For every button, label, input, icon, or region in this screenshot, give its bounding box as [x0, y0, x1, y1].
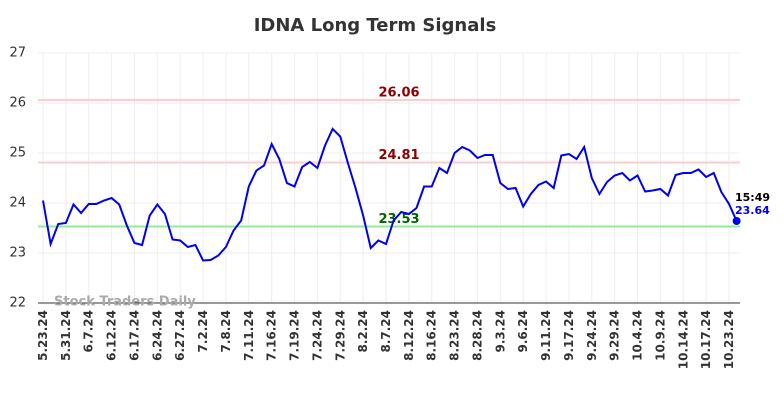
y-tick-label: 27 [9, 46, 26, 61]
x-tick-label: 6.27.24 [173, 310, 187, 361]
x-tick-label: 9.24.24 [585, 310, 599, 361]
signal-label: 23.53 [378, 212, 419, 227]
x-tick-label: 9.6.24 [516, 310, 530, 353]
last-point [732, 217, 741, 225]
x-tick-label: 6.7.24 [82, 310, 96, 353]
x-tick-label: 9.11.24 [539, 310, 553, 361]
x-tick-label: 10.9.24 [653, 310, 667, 361]
x-tick-label: 10.4.24 [631, 310, 645, 361]
y-tick-label: 24 [9, 196, 26, 211]
watermark: Stock Traders Daily [54, 295, 196, 310]
x-tick-label: 10.23.24 [722, 310, 736, 369]
chart-title: IDNA Long Term Signals [254, 15, 497, 36]
x-tick-label: 8.12.24 [402, 310, 416, 361]
x-tick-label: 8.2.24 [356, 310, 370, 353]
x-tick-label: 6.24.24 [150, 310, 164, 361]
x-tick-label: 10.17.24 [699, 310, 713, 369]
x-tick-label: 8.7.24 [379, 310, 393, 353]
x-tick-label: 7.2.24 [196, 310, 210, 353]
x-tick-label: 6.17.24 [127, 310, 141, 361]
x-tick-label: 9.29.24 [608, 310, 622, 361]
x-tick-label: 7.11.24 [242, 310, 256, 361]
x-tick-label: 10.14.24 [676, 310, 690, 369]
x-tick-label: 7.24.24 [310, 310, 324, 361]
x-tick-label: 6.12.24 [105, 310, 119, 361]
x-tick-label: 8.28.24 [470, 310, 484, 361]
price-line [42, 127, 738, 262]
x-tick-label: 7.19.24 [288, 310, 302, 361]
x-tick-label: 7.8.24 [219, 310, 233, 353]
x-tick-label: 8.23.24 [448, 310, 462, 361]
x-tick-label: 7.29.24 [333, 310, 347, 361]
last-time: 15:49 [735, 191, 770, 204]
x-tick-label: 9.3.24 [493, 310, 507, 353]
y-tick-label: 23 [9, 246, 26, 261]
signal-label: 26.06 [378, 86, 419, 101]
x-tick-label: 8.16.24 [425, 310, 439, 361]
y-tick-label: 22 [9, 296, 26, 311]
x-tick-label: 5.23.24 [36, 310, 50, 361]
x-tick-label: 7.16.24 [265, 310, 279, 361]
x-tick-label: 9.17.24 [562, 310, 576, 361]
x-tick-label: 5.31.24 [59, 310, 73, 361]
y-tick-label: 25 [9, 146, 26, 161]
y-tick-label: 26 [9, 96, 26, 111]
signal-label: 24.81 [378, 148, 419, 163]
last-value: 23.64 [735, 204, 770, 217]
